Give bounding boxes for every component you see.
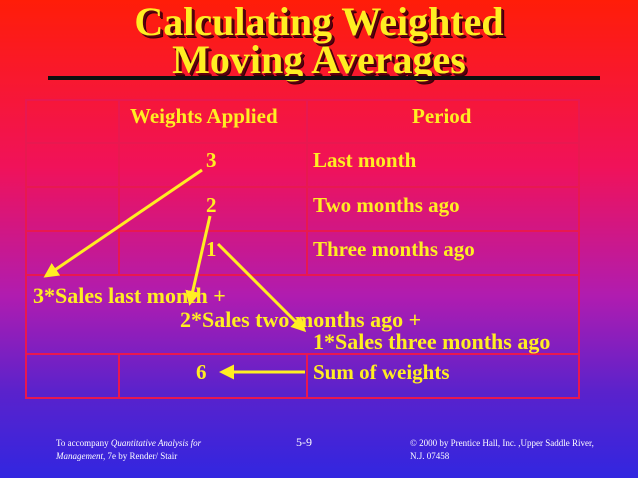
table-hline (25, 274, 580, 276)
title-underline (48, 76, 600, 80)
footer-left: To accompany Quantitative Analysis for M… (56, 438, 202, 461)
footer-right: © 2000 by Prentice Hall, Inc. ,Upper Sad… (410, 438, 594, 461)
slide-title-line2: Moving Averages (172, 37, 466, 82)
table-vline (306, 99, 308, 275)
table-vline (578, 99, 580, 399)
row3-weight: 1 (206, 237, 217, 261)
table-hline (25, 186, 580, 188)
row1-period: Last month (313, 148, 417, 172)
table-vline (25, 99, 27, 399)
arrow-2-to-two-months (185, 215, 212, 306)
header-period: Period (412, 104, 472, 128)
row1-weight: 3 (206, 148, 217, 172)
table-vline (306, 353, 308, 399)
table-hline (25, 353, 580, 355)
arrow-1-to-three-months (216, 242, 307, 333)
table-hline (25, 230, 580, 232)
row3-period: Three months ago (313, 237, 475, 261)
table-hline (25, 142, 580, 144)
formula-line3: 1*Sales three months ago (313, 329, 551, 354)
page-number: 5-9 (296, 435, 312, 449)
sum-weight: 6 (196, 360, 207, 384)
table-hline (25, 397, 580, 399)
table-hline (25, 99, 580, 101)
slide-title-line1: Calculating Weighted (134, 0, 504, 44)
header-weights-applied: Weights Applied (130, 104, 278, 128)
arrow-3-to-last-month (43, 168, 203, 278)
row2-weight: 2 (206, 193, 217, 217)
table-vline (118, 353, 120, 399)
sum-label: Sum of weights (313, 360, 450, 384)
table-vline (118, 99, 120, 275)
row2-period: Two months ago (313, 193, 460, 217)
